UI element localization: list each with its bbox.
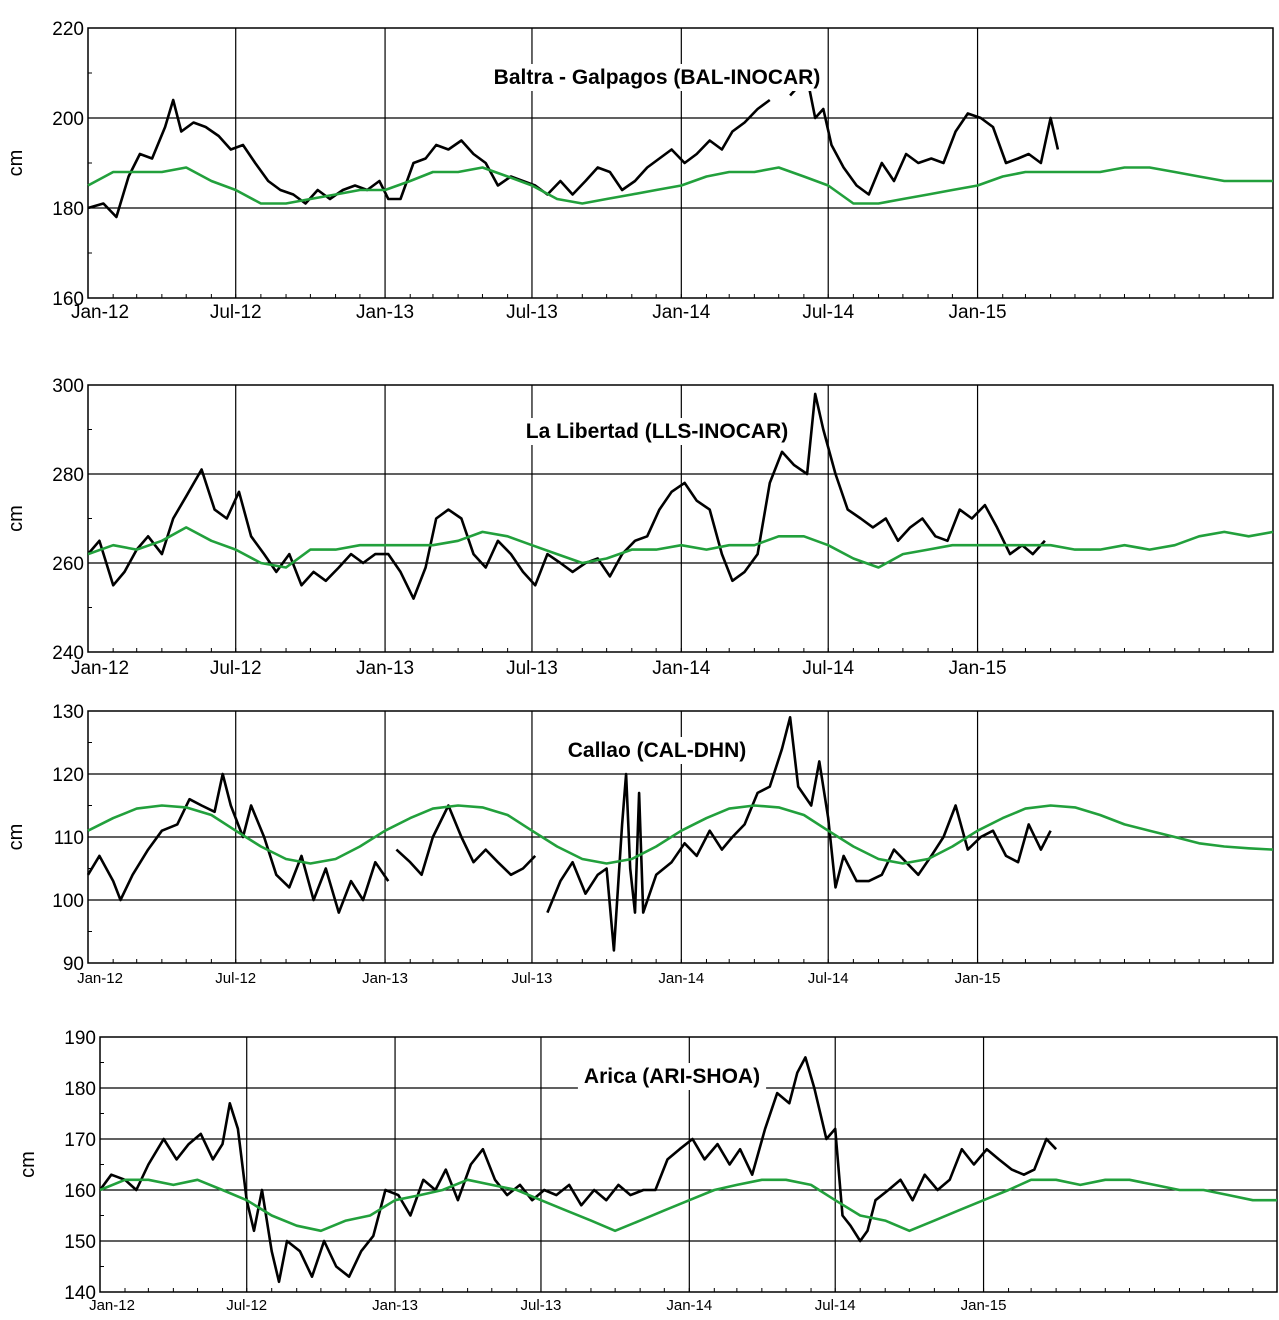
y-tick-label: 280 <box>52 465 84 486</box>
x-tick-label: Jul-14 <box>802 658 854 679</box>
x-tick-label: Jul-12 <box>226 1297 267 1314</box>
y-tick-label: 180 <box>64 1079 96 1100</box>
title-backdrop <box>577 1063 767 1090</box>
title-backdrop <box>519 418 795 445</box>
climatology-line <box>87 166 1273 205</box>
x-tick-label: Jan-15 <box>949 658 1007 679</box>
x-tick-label: Jan-12 <box>71 658 129 679</box>
y-tick-label: 130 <box>52 702 84 723</box>
x-tick-label: Jan-12 <box>71 302 129 323</box>
title-backdrop <box>561 737 753 764</box>
x-tick-label: Jan-14 <box>658 970 704 987</box>
x-tick-label: Jan-14 <box>652 302 711 323</box>
x-tick-label: Jan-14 <box>666 1297 712 1314</box>
y-tick-label: 220 <box>52 19 84 40</box>
y-tick-label: 170 <box>64 1130 96 1151</box>
x-tick-label: Jan-13 <box>356 302 414 323</box>
y-tick-label: 260 <box>52 554 84 575</box>
x-tick-label: Jul-13 <box>506 658 558 679</box>
panel-title: Arica (ARI-SHOA) <box>584 1065 760 1088</box>
x-tick-label: Jan-15 <box>955 970 1001 987</box>
observed-sea-level-line <box>87 392 1046 600</box>
panel-3: Jan-12 Jul-12 Jan-13 Jul-13 Jan-14 Jul-14 Jan-… <box>5 702 1274 987</box>
x-tick-label: Jan-13 <box>356 658 414 679</box>
y-tick-label: 300 <box>52 376 84 397</box>
y-axis-label: cm <box>5 150 27 177</box>
y-tick-label: 180 <box>52 199 84 220</box>
y-axis-label: cm <box>5 824 27 851</box>
y-tick-label: 150 <box>64 1232 96 1253</box>
observed-sea-level-line <box>86 716 1052 952</box>
x-tick-label: Jul-13 <box>521 1297 562 1314</box>
y-tick-label: 160 <box>52 289 84 310</box>
climatology-line <box>87 804 1274 865</box>
x-tick-label: Jan-14 <box>652 658 711 679</box>
observed-sea-level-line <box>98 1056 1058 1284</box>
x-tick-label: Jan-12 <box>77 970 123 987</box>
y-tick-label: 90 <box>63 954 84 975</box>
x-tick-label: Jul-14 <box>802 302 854 323</box>
y-tick-label: 190 <box>64 1028 96 1049</box>
x-tick-label: Jul-12 <box>215 970 256 987</box>
x-tick-label: Jan-12 <box>89 1297 135 1314</box>
x-tick-label: Jul-12 <box>210 302 262 323</box>
x-tick-label: Jan-13 <box>372 1297 418 1314</box>
panel-4: Jan-12 Jul-12 Jan-13 Jul-13 Jan-14 Jul-14 Jan-… <box>17 1028 1278 1314</box>
y-tick-label: 160 <box>64 1181 96 1202</box>
panel-title: Baltra - Galpagos (BAL-INOCAR) <box>494 66 821 89</box>
panel-2: Jan-12 Jul-12 Jan-13 Jul-13 Jan-14 Jul-14 Jan-… <box>5 376 1274 679</box>
y-axis-label: cm <box>17 1151 39 1178</box>
panel-title: Callao (CAL-DHN) <box>568 739 747 762</box>
x-tick-label: Jan-13 <box>362 970 408 987</box>
title-backdrop <box>487 64 827 91</box>
x-tick-label: Jul-13 <box>512 970 553 987</box>
y-tick-label: 110 <box>54 828 84 849</box>
y-tick-label: 200 <box>52 109 84 130</box>
panel-1: Jan-12 Jul-12 Jan-13 Jul-13 Jan-14 Jul-14 Jan-… <box>5 19 1274 323</box>
y-tick-label: 240 <box>52 643 84 664</box>
climatology-line <box>99 1178 1277 1233</box>
x-tick-label: Jan-15 <box>949 302 1007 323</box>
panel-title: La Libertad (LLS-INOCAR) <box>526 420 789 443</box>
x-tick-label: Jan-15 <box>961 1297 1007 1314</box>
x-tick-label: Jul-14 <box>815 1297 856 1314</box>
x-tick-label: Jul-12 <box>210 658 262 679</box>
y-tick-label: 140 <box>64 1283 96 1304</box>
x-tick-label: Jul-13 <box>506 302 558 323</box>
observed-sea-level-line <box>87 76 1060 219</box>
x-tick-label: Jul-14 <box>808 970 849 987</box>
y-tick-label: 120 <box>52 765 84 786</box>
y-tick-label: 100 <box>52 891 84 912</box>
climatology-line <box>87 526 1274 569</box>
y-axis-label: cm <box>5 505 27 532</box>
